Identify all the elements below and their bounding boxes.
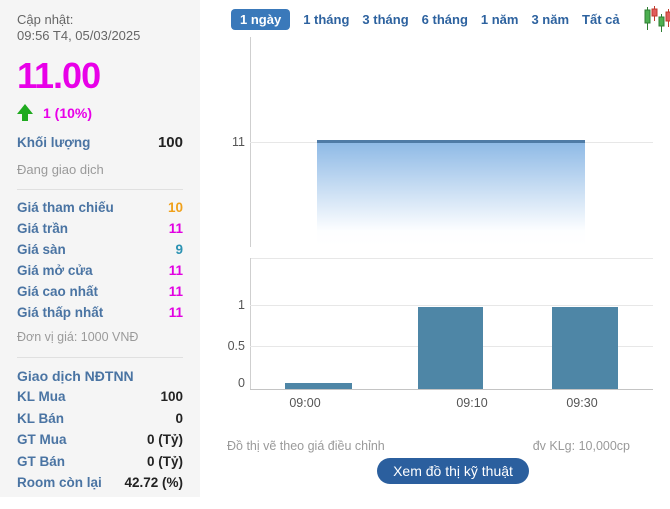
price-change-row: 1 (10%) [17, 104, 183, 122]
price-row-value: 11 [168, 221, 183, 237]
reference-price-table: Giá tham chiếu 10 Giá trần 11 Giá sàn 9 Giá mở… [17, 197, 183, 323]
foreign-trading-table: KL Mua 100 KL Bán 0 GT Mua 0 (Tỷ) GT Bán 0 (Tỷ)… [17, 386, 183, 494]
table-row: Room còn lại 42.72 (%) [17, 472, 183, 494]
foreign-row-label: GT Bán [17, 453, 66, 469]
tab-1-năm[interactable]: 1 năm [480, 11, 519, 27]
volume-bar-09:10 [418, 307, 483, 389]
table-row: Giá sàn 9 [17, 239, 183, 260]
foreign-row-label: KL Mua [17, 389, 66, 405]
price-ytick: 11 [232, 135, 245, 149]
foreign-row-value: 0 (Tỷ) [146, 453, 183, 469]
volume-bar-09:00 [285, 383, 352, 389]
x-tick-0900: 09:00 [289, 396, 321, 410]
volume-label: Khối lượng [17, 135, 91, 151]
price-unit-note: Đơn vị giá: 1000 VNĐ [17, 330, 139, 345]
volume-ytick-05: 0.5 [227, 339, 245, 353]
volume-ytick-0: 0 [238, 376, 245, 390]
volume-x-axis [250, 389, 653, 390]
volume-row: Khối lượng 100 [17, 134, 183, 151]
price-row-value: 10 [167, 200, 183, 216]
foreign-row-value: 0 [175, 410, 183, 426]
table-row: KL Mua 100 [17, 386, 183, 408]
trading-status: Đang giao dịch [17, 162, 104, 178]
volume-bar-09:30 [552, 307, 618, 389]
tab-1-tháng[interactable]: 1 tháng [303, 11, 350, 27]
divider [17, 357, 183, 359]
update-label: Cập nhật: [17, 12, 74, 27]
divider [17, 189, 183, 191]
price-row-label: Giá cao nhất [17, 284, 99, 300]
table-row: Giá thấp nhất 11 [17, 302, 183, 323]
update-time: 09:56 T4, 05/03/2025 [17, 27, 141, 43]
price-row-label: Giá sàn [17, 242, 66, 258]
tab-tất-cả[interactable]: Tất cả [582, 11, 620, 27]
price-area-fill [317, 143, 585, 246]
x-tick-0930: 09:30 [566, 396, 598, 410]
volume-ytick-1: 1 [238, 298, 245, 312]
foreign-row-label: GT Mua [17, 432, 67, 448]
adjusted-price-note: Đồ thị vẽ theo giá điều chỉnh [227, 439, 385, 453]
update-time-block: Cập nhật: 09:56 T4, 05/03/2025 [17, 12, 183, 43]
technical-chart-button[interactable]: Xem đồ thị kỹ thuật [377, 458, 529, 484]
price-row-value: 11 [168, 305, 183, 321]
table-row: GT Bán 0 (Tỷ) [17, 451, 183, 473]
up-arrow-icon [17, 104, 33, 122]
foreign-row-label: KL Bán [17, 410, 65, 426]
table-row: GT Mua 0 (Tỷ) [17, 429, 183, 451]
foreign-row-value: 42.72 (%) [124, 475, 183, 491]
price-row-label: Giá thấp nhất [17, 305, 104, 321]
x-tick-0910: 09:10 [456, 396, 488, 410]
table-row: KL Bán 0 [17, 408, 183, 430]
price-change: 1 (10%) [43, 104, 93, 121]
chart-area: 1 ngày 1 tháng 3 tháng 6 tháng 1 năm 3 năm Tất… [200, 0, 670, 509]
foreign-row-value: 0 (Tỷ) [146, 432, 183, 448]
price-row-label: Giá tham chiếu [17, 200, 114, 216]
volume-pane-top-border [250, 258, 653, 259]
price-row-label: Giá trần [17, 221, 69, 237]
price-row-label: Giá mở cửa [17, 263, 93, 279]
volume-gridline-1 [250, 305, 653, 306]
price-row-value: 11 [168, 284, 183, 300]
time-range-tabs: 1 ngày 1 tháng 3 tháng 6 tháng 1 năm 3 năm Tất… [231, 6, 670, 32]
price-row-value: 11 [168, 263, 183, 279]
candlestick-chart-icon[interactable] [644, 6, 670, 32]
volume-y-axis [250, 258, 251, 389]
foreign-row-label: Room còn lại [17, 475, 102, 491]
tab-1-ngày[interactable]: 1 ngày [231, 8, 291, 30]
price-line [317, 140, 585, 143]
volume-value: 100 [157, 134, 183, 152]
volume-unit-note: đv KLg: 10,000cp [532, 439, 630, 453]
tab-3-năm[interactable]: 3 năm [531, 11, 570, 27]
quote-panel: Cập nhật: 09:56 T4, 05/03/2025 11.00 1 (… [0, 0, 200, 497]
last-price: 11.00 [17, 55, 101, 97]
tab-3-tháng[interactable]: 3 tháng [362, 11, 409, 27]
table-row: Giá cao nhất 11 [17, 281, 183, 302]
table-row: Giá trần 11 [17, 218, 183, 239]
tab-6-tháng[interactable]: 6 tháng [421, 11, 468, 27]
foreign-row-value: 100 [160, 389, 183, 405]
price-row-value: 9 [175, 242, 183, 258]
foreign-trading-header: Giao dịch NĐTNN [17, 367, 134, 384]
table-row: Giá tham chiếu 10 [17, 197, 183, 218]
table-row: Giá mở cửa 11 [17, 260, 183, 281]
